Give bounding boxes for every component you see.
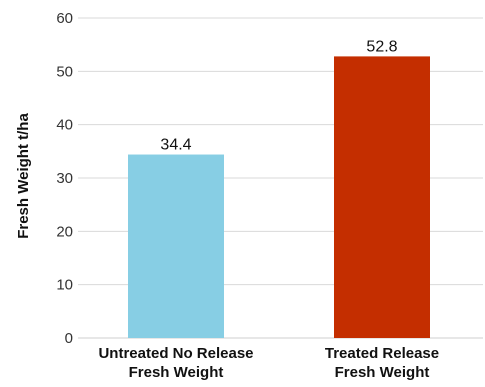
y-tick-label: 50 [56,63,73,80]
data-label-2: 52.8 [366,38,397,55]
data-label-1: 34.4 [160,137,191,154]
data-labels: 34.4 52.8 [160,38,397,153]
bar-2 [334,56,430,339]
y-tick-label: 20 [56,223,73,240]
category-label-2-line-1: Treated Release [325,345,439,362]
y-tick-label: 10 [56,277,73,294]
y-tick-labels: 0 10 20 30 40 50 60 [56,10,73,347]
y-tick-label: 40 [56,117,73,134]
category-label-1-line-2: Fresh Weight [129,364,224,381]
y-tick-label: 0 [65,330,73,347]
category-labels: Untreated No Release Fresh Weight Treated … [98,345,439,381]
category-label-1-line-1: Untreated No Release [98,345,253,362]
y-tick-label: 60 [56,10,73,27]
bar-1 [128,154,224,338]
y-axis-label: Fresh Weight t/ha [15,113,32,239]
category-label-2-line-2: Fresh Weight [335,364,430,381]
bars [128,56,430,339]
y-tick-label: 30 [56,170,73,187]
